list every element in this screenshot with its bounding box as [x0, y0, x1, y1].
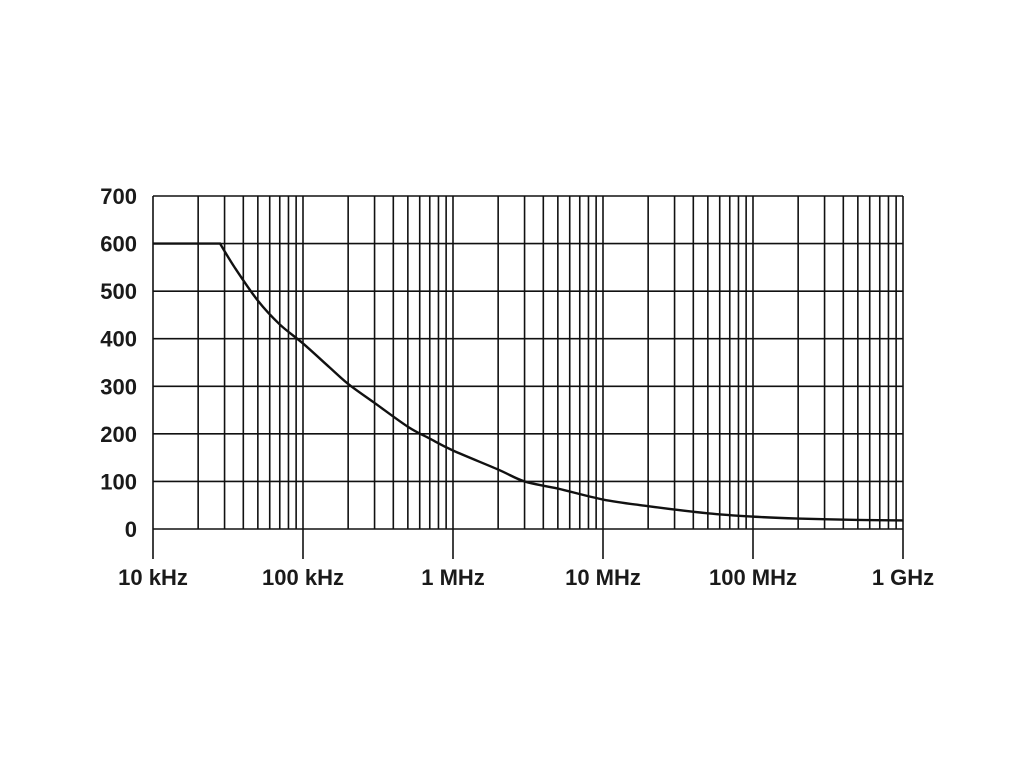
y-tick-label: 500	[100, 279, 137, 304]
x-tick-label: 100 MHz	[709, 565, 797, 590]
x-tick-label: 1 GHz	[872, 565, 934, 590]
x-tick-label: 100 kHz	[262, 565, 344, 590]
x-tick-label: 1 MHz	[421, 565, 485, 590]
y-tick-label: 0	[125, 517, 137, 542]
y-tick-label: 400	[100, 327, 137, 352]
y-tick-label: 100	[100, 469, 137, 494]
y-tick-label: 600	[100, 232, 137, 257]
chart-grid	[152, 195, 904, 559]
x-tick-label: 10 kHz	[118, 565, 188, 590]
x-tick-label: 10 MHz	[565, 565, 641, 590]
x-axis-tick-labels: 10 kHz 100 kHz 1 MHz 10 MHz 100 MHz 1 GHz	[118, 565, 934, 590]
y-tick-label: 300	[100, 374, 137, 399]
y-axis-tick-labels: 0 100 200 300 400 500 600 700	[100, 184, 137, 542]
y-tick-label: 700	[100, 184, 137, 209]
chart-series	[153, 242, 904, 522]
y-tick-label: 200	[100, 422, 137, 447]
series-line	[153, 242, 904, 522]
